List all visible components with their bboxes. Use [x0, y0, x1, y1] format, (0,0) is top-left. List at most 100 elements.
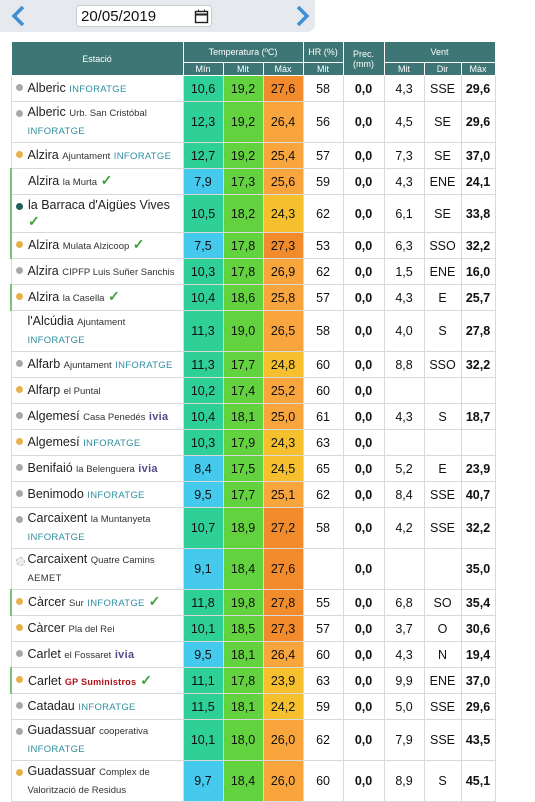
min-cell: 12,3	[182, 101, 224, 143]
subheader: Mit	[302, 62, 344, 76]
station-row: Alfarp el Puntal 10,2 17,4 25,2 60 0,0	[10, 377, 496, 404]
wind-mit-cell: 4,3	[383, 284, 425, 311]
wind-max-cell: 32,2	[460, 507, 496, 549]
station-cell: Alfarb Ajuntament INFORATGE	[10, 351, 184, 378]
prec-cell: 0,0	[342, 548, 385, 590]
station-cell: Alberic Urb. San Cristóbal INFORATGE	[10, 101, 184, 143]
station-name: Carcaixent	[27, 511, 88, 525]
station-name: Guadassuar	[27, 723, 96, 737]
status-dot	[15, 84, 23, 91]
station-row: Algemesí Casa Penedés ivia 10,4 18,1 25,0 61…	[10, 403, 496, 430]
station-cell: Benifaió la Belenguera ivia	[10, 455, 184, 482]
station-place: Casa Penedés	[83, 411, 146, 423]
station-cell: Alzira la Murta ✓	[10, 168, 184, 195]
station-place: Ajuntament	[63, 359, 112, 371]
station-name: la Barraca d'Aigües Vives	[28, 198, 170, 212]
station-row: Alzira CIPFP Luis Suñer Sanchis 10,3 17,8…	[10, 258, 496, 285]
wind-mit-cell: 4,3	[383, 75, 425, 102]
mit-cell: 19,0	[222, 310, 264, 352]
source-badge: INFORATGE	[87, 489, 145, 501]
prec-cell: 0,0	[342, 310, 385, 352]
next-day[interactable]	[291, 4, 313, 28]
hr-cell	[302, 548, 344, 590]
source-badge: INFORATGE	[69, 83, 127, 95]
prec-cell: 0,0	[342, 258, 385, 285]
station-row: Algemesí INFORATGE 10,3 17,9 24,3 63 0,0	[10, 429, 496, 456]
station-place: la Muntanyeta	[90, 514, 151, 525]
hr-cell: 58	[302, 507, 344, 549]
source-badge: INFORATGE	[87, 598, 145, 609]
station-cell: Algemesí INFORATGE	[10, 429, 184, 456]
subheader: Mín	[182, 62, 224, 76]
wind-max-cell: 29,6	[460, 75, 496, 102]
max-cell: 26,9	[262, 258, 304, 285]
wind-max-cell: 45,1	[460, 760, 496, 802]
source-badge: AEMET	[27, 573, 62, 584]
max-cell: 25,1	[262, 481, 304, 508]
wind-mit-cell: 4,3	[383, 641, 425, 668]
max-cell: 25,8	[262, 284, 304, 311]
max-cell: 27,8	[262, 589, 304, 616]
source-badge: INFORATGE	[27, 335, 85, 346]
station-place: Urb. San Cristóbal	[69, 108, 147, 119]
calendar-icon[interactable]	[194, 9, 209, 24]
prev-day[interactable]	[8, 4, 30, 28]
wind-max-cell: 43,5	[460, 719, 496, 761]
min-cell: 11,8	[182, 589, 224, 616]
min-cell: 10,4	[182, 284, 224, 311]
prec-cell: 0,0	[342, 403, 385, 430]
mit-cell: 18,0	[222, 719, 264, 761]
status-dot	[15, 412, 23, 419]
status-dot	[15, 490, 23, 497]
wind-dir-cell: SE	[423, 101, 462, 143]
station-name: Catadau	[27, 698, 75, 713]
wind-dir-cell: S	[423, 760, 462, 802]
station-name: Alberic	[27, 80, 66, 95]
wind-mit-cell: 8,8	[383, 351, 425, 378]
min-cell: 10,1	[182, 615, 224, 642]
prec-cell: 0,0	[342, 284, 385, 311]
mit-cell: 17,3	[222, 168, 264, 195]
station-row: Alzira Mulata Alzicoop ✓ 7,5 17,8 27,3 53 0,0…	[10, 232, 496, 259]
mit-cell: 18,1	[222, 403, 264, 430]
header: HR (%)	[302, 41, 344, 63]
station-row: Alzira la Murta ✓ 7,9 17,3 25,6 59 0,0 4,3 ENE 2…	[10, 168, 496, 195]
wind-dir-cell: SSE	[423, 507, 462, 549]
min-cell: 11,5	[182, 693, 224, 720]
wind-dir-cell: S	[423, 403, 462, 430]
date-input[interactable]: 20/05/2019	[76, 5, 212, 27]
date-bar: 20/05/2019	[0, 0, 315, 32]
station-cell: Carlet el Fossaret ivia	[10, 641, 184, 668]
station-row: Guadassuar cooperativa INFORATGE 10,1 18,0…	[10, 719, 496, 761]
max-cell: 25,0	[262, 403, 304, 430]
wind-max-cell: 40,7	[460, 481, 496, 508]
status-dot	[15, 557, 25, 566]
date-value: 20/05/2019	[81, 8, 157, 25]
source-badge: INFORATGE	[27, 532, 85, 543]
station-cell: Carcaixent la Muntanyeta INFORATGE	[10, 507, 184, 549]
source-badge: ivia	[148, 410, 169, 423]
min-cell: 10,2	[182, 377, 224, 404]
wind-max-cell: 37,0	[460, 142, 496, 169]
station-cell: Benimodo INFORATGE	[10, 481, 184, 508]
wind-dir-cell: SE	[423, 194, 462, 233]
wind-dir-cell	[423, 548, 462, 590]
hr-cell: 58	[302, 75, 344, 102]
wind-max-cell: 33,8	[460, 194, 496, 233]
wind-dir-cell: E	[423, 284, 462, 311]
station-row: Alzira Ajuntament INFORATGE 12,7 19,2 25,4 5…	[10, 142, 496, 169]
status-dot	[15, 386, 23, 393]
prec-cell: 0,0	[342, 194, 385, 233]
verified-check: ✓	[100, 172, 113, 188]
status-dot	[15, 438, 23, 445]
station-cell: Algemesí Casa Penedés ivia	[10, 403, 184, 430]
source-badge: INFORATGE	[113, 150, 172, 162]
min-cell: 7,5	[182, 232, 224, 259]
hr-cell: 56	[302, 101, 344, 143]
mit-cell: 17,4	[222, 377, 264, 404]
mit-cell: 18,1	[222, 693, 264, 720]
station-place: Sur	[69, 598, 84, 609]
min-cell: 11,1	[182, 667, 224, 694]
mit-cell: 17,8	[222, 667, 264, 694]
source-badge: ivia	[114, 648, 135, 661]
